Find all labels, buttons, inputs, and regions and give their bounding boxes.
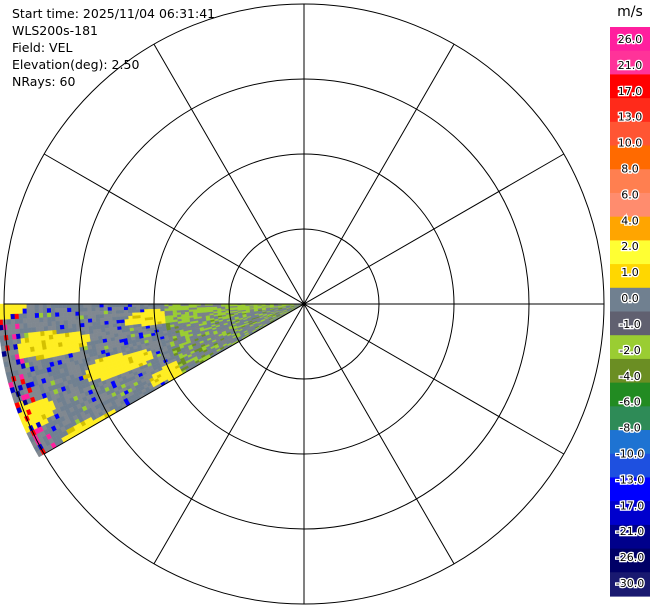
colorbar-tick-label: 21.0 <box>618 59 643 72</box>
colorbar-tick-label: 1.0 <box>621 266 639 279</box>
colorbar-tick-label: -10.0 <box>616 448 644 461</box>
colorbar-tick-label: -13.0 <box>616 473 644 486</box>
velocity-gate <box>0 319 4 326</box>
colorbar-tick-label: -4.0 <box>619 370 640 383</box>
velocity-gate <box>0 309 3 315</box>
velocity-gate <box>0 324 4 331</box>
velocity-gate <box>0 303 3 310</box>
colorbar-tick-label: -26.0 <box>616 551 644 564</box>
ppi-plot <box>0 3 605 605</box>
colorbar-tick-label: -30.0 <box>616 577 644 590</box>
colorbar-tick-label: -8.0 <box>619 422 640 435</box>
velocity-sector <box>0 303 303 458</box>
colorbar-tick-label: 2.0 <box>621 240 639 253</box>
colorbar-unit-label: m/s <box>617 4 643 20</box>
colorbar-tick-label: -21.0 <box>616 525 644 538</box>
colorbar-tick-label: -1.0 <box>619 318 640 331</box>
colorbar-tick-label: 6.0 <box>621 188 639 201</box>
velocity-gate <box>0 330 4 337</box>
colorbar-tick-label: 13.0 <box>618 111 643 124</box>
colorbar-tick-label: -2.0 <box>619 344 640 357</box>
colorbar-tick-label: 0.0 <box>621 292 639 305</box>
colorbar-tick-label: 4.0 <box>621 214 639 227</box>
colorbar-tick-label: 8.0 <box>621 163 639 176</box>
colorbar-tick-label: 10.0 <box>618 137 643 150</box>
colorbar-tick-label: -6.0 <box>619 396 640 409</box>
colorbar-tick-label: 26.0 <box>618 33 643 46</box>
colorbar-tick-label: -17.0 <box>616 499 644 512</box>
velocity-gate <box>0 314 3 321</box>
colorbar-tick-label: 17.0 <box>618 85 643 98</box>
